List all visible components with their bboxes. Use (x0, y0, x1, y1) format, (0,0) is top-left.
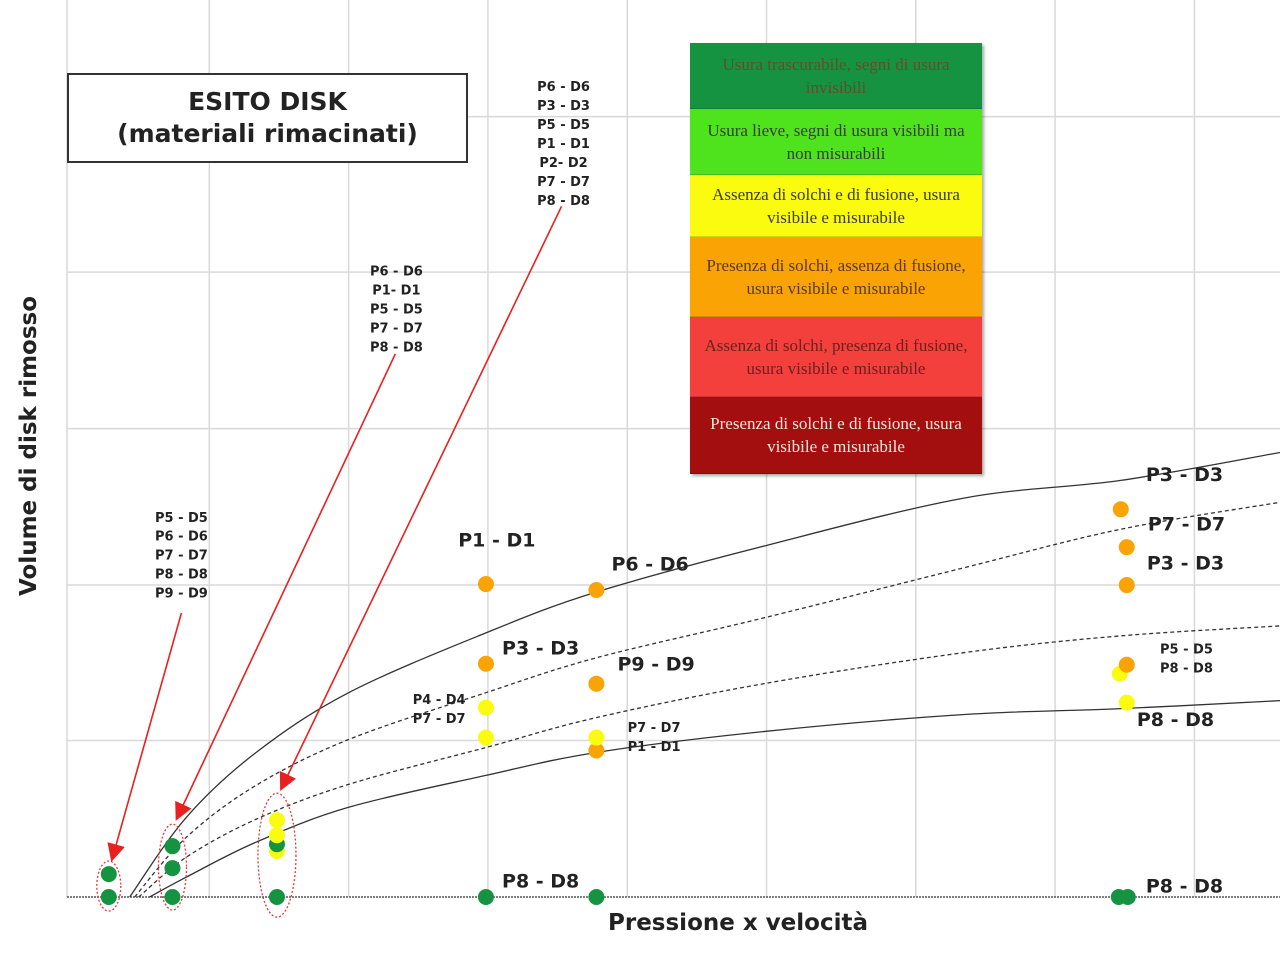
point-label: P3 - D3 (1147, 553, 1224, 575)
trend-curves (129, 451, 1280, 898)
data-point-green (164, 860, 181, 877)
data-point-green (477, 889, 494, 905)
point-label: P7 - D7 (628, 721, 681, 736)
point-label: P8 - D8 (1137, 709, 1214, 731)
point-label: P7 - D7 (370, 321, 423, 336)
legend-item-measurable-wear: Assenza di solchi e di fusione, usura vi… (690, 175, 982, 237)
data-point-green (588, 889, 605, 905)
point-label: P8 - D8 (155, 568, 208, 583)
data-point-green (164, 838, 181, 855)
point-label: P8 - D8 (1160, 661, 1213, 676)
trend-curve-solid (149, 700, 1280, 898)
point-annotations: P5 - D5 P6 - D6 P7 - D7 P8 - D8 P9 - D9 P6 - … (155, 80, 1225, 897)
data-point-orange (588, 742, 605, 759)
data-point-orange (1118, 656, 1135, 673)
data-point-orange (1118, 577, 1135, 594)
data-point-yellow (1118, 694, 1135, 711)
point-label: P1- D1 (372, 284, 420, 299)
point-label: P3 - D3 (1146, 464, 1223, 486)
point-label: P7 - D7 (155, 549, 208, 564)
legend-item-grooves: Presenza di solchi, assenza di fusione, … (690, 237, 982, 317)
data-point-green (100, 866, 117, 883)
chart-title: ESITO DISK (188, 87, 347, 116)
point-label: P7 - D7 (1148, 514, 1225, 536)
point-label: P7 - D7 (413, 712, 466, 727)
point-label: P8 - D8 (1146, 876, 1223, 898)
data-point-orange (588, 675, 605, 692)
point-label: P6 - D6 (611, 554, 688, 576)
data-point-yellow (477, 699, 494, 716)
legend-item-fusion: Assenza di solchi, presenza di fusione, … (690, 317, 982, 397)
point-label: P8 - D8 (502, 871, 579, 893)
data-point-orange (1112, 501, 1129, 518)
point-label: P6 - D6 (537, 80, 590, 95)
data-point-orange (477, 576, 494, 593)
data-points (100, 501, 1136, 905)
annotation-arrow (175, 353, 397, 821)
legend-label: Usura trascurabile, segni di usura invis… (722, 54, 950, 97)
point-label: P1 - D1 (628, 740, 681, 755)
point-label: P6 - D6 (370, 265, 423, 280)
legend-item-negligible-wear: Usura trascurabile, segni di usura invis… (690, 43, 982, 109)
group-highlight-ellipse (257, 792, 297, 918)
point-label: P7 - D7 (537, 175, 590, 190)
point-label: P9 - D9 (617, 653, 694, 675)
data-point-orange (588, 582, 605, 599)
annotation-arrows (107, 205, 563, 862)
data-point-yellow (588, 729, 605, 746)
point-label: P4 - D4 (413, 693, 466, 708)
point-label: P3 - D3 (502, 637, 579, 659)
y-axis-label: Volume di disk rimosso (16, 296, 42, 596)
point-label: P1 - D1 (537, 137, 590, 152)
trend-curve-dashed (134, 501, 1280, 898)
group-highlight-ellipse (157, 823, 188, 911)
trend-curve-solid (129, 451, 1280, 898)
legend-label: Presenza di solchi e di fusione, usura v… (710, 414, 962, 456)
point-label: P1 - D1 (458, 530, 535, 552)
data-point-yellow (268, 812, 285, 829)
point-label: P3 - D3 (537, 99, 590, 114)
data-point-yellow (477, 729, 494, 746)
x-axis-label: Pressione x velocità (608, 910, 868, 936)
point-label: P6 - D6 (155, 530, 208, 545)
legend-label: Assenza di solchi e di fusione, usura vi… (712, 184, 960, 227)
legend-item-light-wear: Usura lieve, segni di usura visibili ma … (690, 109, 982, 175)
annotation-arrow (107, 612, 183, 862)
data-point-yellow (268, 827, 285, 844)
point-label: P9 - D9 (155, 587, 208, 602)
data-point-green (100, 889, 117, 905)
highlight-groups (96, 792, 297, 918)
legend-item-grooves-and-fusion: Presenza di solchi e di fusione, usura v… (690, 397, 982, 474)
data-point-green (1119, 889, 1136, 905)
point-label: P5 - D5 (537, 118, 590, 133)
trend-curve-dashed (138, 625, 1280, 898)
legend-label: Assenza di solchi, presenza di fusione, … (704, 335, 968, 378)
point-label: P8 - D8 (537, 194, 590, 209)
legend-label: Presenza di solchi, assenza di fusione, … (706, 255, 966, 298)
data-point-green (164, 889, 181, 905)
point-label: P5 - D5 (1160, 642, 1213, 657)
data-point-green (268, 889, 285, 905)
point-label: P5 - D5 (155, 511, 208, 526)
chart-title-box: ESITO DISK (materiali rimacinati) (67, 73, 468, 163)
point-label: P2- D2 (539, 156, 587, 171)
legend: Usura trascurabile, segni di usura invis… (690, 43, 982, 474)
annotation-arrow (279, 205, 563, 791)
chart-subtitle: (materiali rimacinati) (117, 119, 418, 148)
data-point-orange (1118, 539, 1135, 556)
point-label: P5 - D5 (370, 302, 423, 317)
legend-label: Usura lieve, segni di usura visibili ma … (707, 120, 965, 163)
data-point-orange (477, 655, 494, 672)
point-label: P8 - D8 (370, 340, 423, 355)
